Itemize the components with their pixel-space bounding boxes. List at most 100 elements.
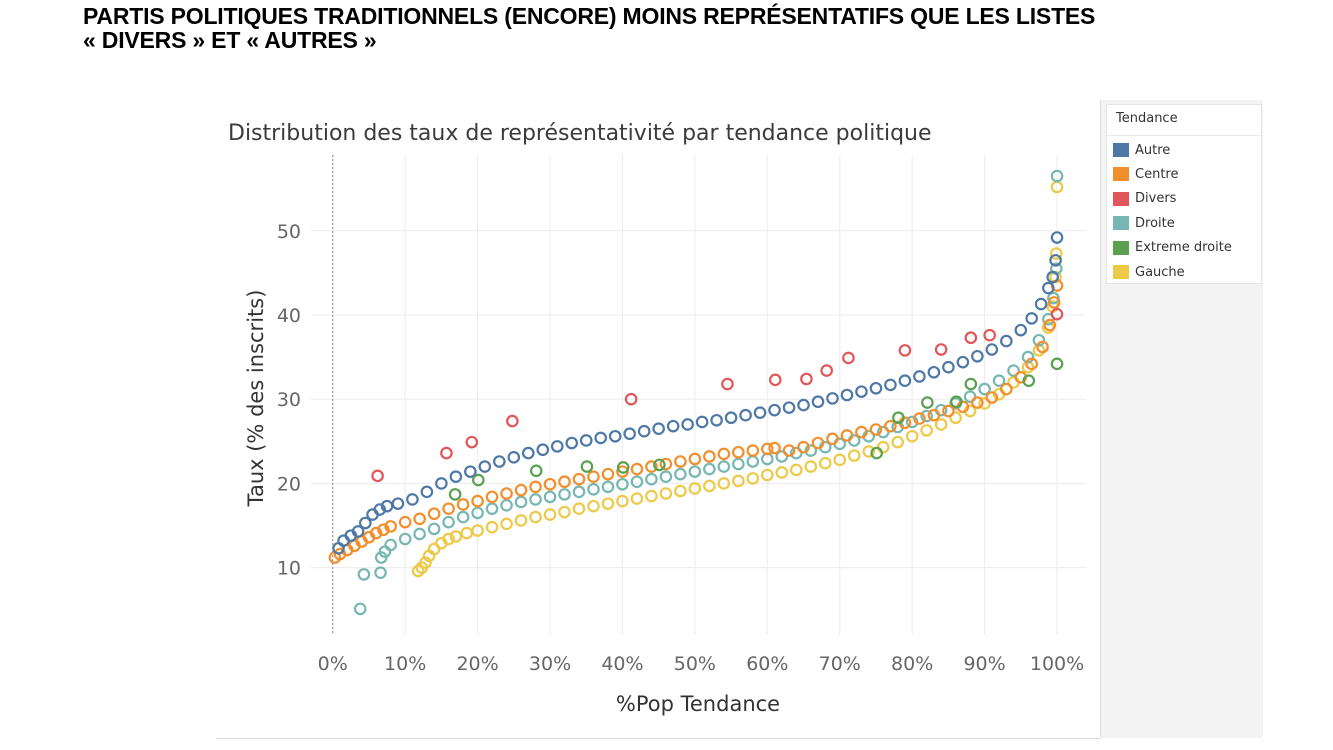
data-point xyxy=(892,411,905,425)
legend-item-autre[interactable]: Autre xyxy=(1113,141,1170,159)
data-point xyxy=(630,475,644,489)
data-point xyxy=(645,472,658,486)
data-point xyxy=(1050,231,1064,244)
data-point xyxy=(1025,357,1038,371)
y-tick-label: 50 xyxy=(277,221,301,243)
data-point xyxy=(971,349,984,363)
data-point xyxy=(898,344,912,357)
data-point xyxy=(1014,323,1028,337)
legend-item-extreme-droite[interactable]: Extreme droite xyxy=(1113,239,1232,257)
data-point xyxy=(608,429,622,443)
data-point xyxy=(529,493,542,506)
data-point xyxy=(507,451,521,464)
data-point xyxy=(820,364,834,377)
data-point xyxy=(616,477,629,491)
data-point xyxy=(1021,350,1035,364)
x-tick-label: 70% xyxy=(819,653,861,675)
data-point xyxy=(949,411,962,425)
y-tick-label: 40 xyxy=(277,305,301,327)
data-point xyxy=(529,464,543,478)
y-tick-label: 20 xyxy=(277,473,301,495)
data-point xyxy=(659,470,673,483)
data-point xyxy=(1046,270,1059,284)
data-point xyxy=(659,487,673,500)
data-point xyxy=(920,424,933,437)
x-tick-label: 0% xyxy=(318,653,348,675)
data-point xyxy=(587,499,600,513)
data-point xyxy=(411,564,425,578)
data-point xyxy=(572,485,586,499)
series-autre xyxy=(332,231,1064,555)
data-point xyxy=(419,556,432,569)
data-point xyxy=(398,515,412,529)
data-point xyxy=(384,520,397,533)
data-point xyxy=(427,507,441,521)
data-point xyxy=(1007,364,1020,377)
data-point xyxy=(768,403,781,417)
legend-item-gauche[interactable]: Gauche xyxy=(1113,263,1185,281)
data-point xyxy=(847,449,861,462)
data-point xyxy=(920,409,933,423)
x-tick-label: 50% xyxy=(674,653,716,675)
chart-panel: Distribution des taux de représentativit… xyxy=(216,100,1100,739)
data-point xyxy=(536,443,550,457)
data-point xyxy=(1050,247,1063,260)
data-point xyxy=(653,458,666,472)
data-points xyxy=(328,169,1064,616)
data-point xyxy=(942,360,955,374)
data-point xyxy=(869,381,883,395)
data-point xyxy=(811,436,825,450)
data-point xyxy=(601,480,615,494)
data-point xyxy=(579,434,593,447)
data-point xyxy=(371,469,384,483)
data-point xyxy=(353,602,367,616)
data-point xyxy=(500,499,513,512)
x-tick-label: 100% xyxy=(1030,653,1084,675)
legend-label: Extreme droite xyxy=(1135,240,1232,256)
data-point xyxy=(485,502,499,515)
data-point xyxy=(746,472,760,485)
data-point xyxy=(1049,253,1062,267)
data-point xyxy=(357,568,371,581)
x-axis-label: %Pop Tendance xyxy=(616,692,780,716)
data-point xyxy=(898,374,912,387)
data-point xyxy=(884,419,897,433)
data-point xyxy=(703,479,716,493)
data-point xyxy=(1034,297,1048,311)
legend-item-droite[interactable]: Droite xyxy=(1113,214,1175,232)
data-point xyxy=(529,480,542,494)
data-point xyxy=(724,411,738,425)
data-point xyxy=(514,514,528,527)
data-point xyxy=(934,343,948,356)
legend-title: Tendance xyxy=(1116,111,1178,126)
x-tick-label: 30% xyxy=(529,653,571,675)
data-point xyxy=(992,374,1006,387)
legend-label: Gauche xyxy=(1135,264,1185,280)
data-point xyxy=(413,512,426,526)
legend-item-centre[interactable]: Centre xyxy=(1113,165,1178,183)
data-point xyxy=(983,328,996,342)
data-point xyxy=(818,456,832,470)
data-point xyxy=(688,452,702,466)
data-point xyxy=(478,460,492,473)
data-point xyxy=(811,395,825,409)
data-point xyxy=(448,488,462,501)
data-point xyxy=(500,487,513,500)
data-point xyxy=(782,401,796,414)
data-point xyxy=(543,508,557,521)
legend-swatch xyxy=(1113,216,1129,231)
data-point xyxy=(797,440,810,454)
legend-item-divers[interactable]: Divers xyxy=(1113,190,1176,208)
data-point xyxy=(905,415,919,429)
data-point xyxy=(985,343,999,356)
data-point xyxy=(855,385,868,398)
data-point xyxy=(435,477,448,490)
data-point xyxy=(768,441,781,455)
y-axis-label: Taux (% des inscrits) xyxy=(244,290,268,508)
data-point xyxy=(456,498,470,511)
data-point xyxy=(442,532,455,546)
data-point xyxy=(934,418,948,431)
data-point xyxy=(840,429,854,442)
data-point xyxy=(1050,357,1064,371)
data-point xyxy=(630,492,644,505)
